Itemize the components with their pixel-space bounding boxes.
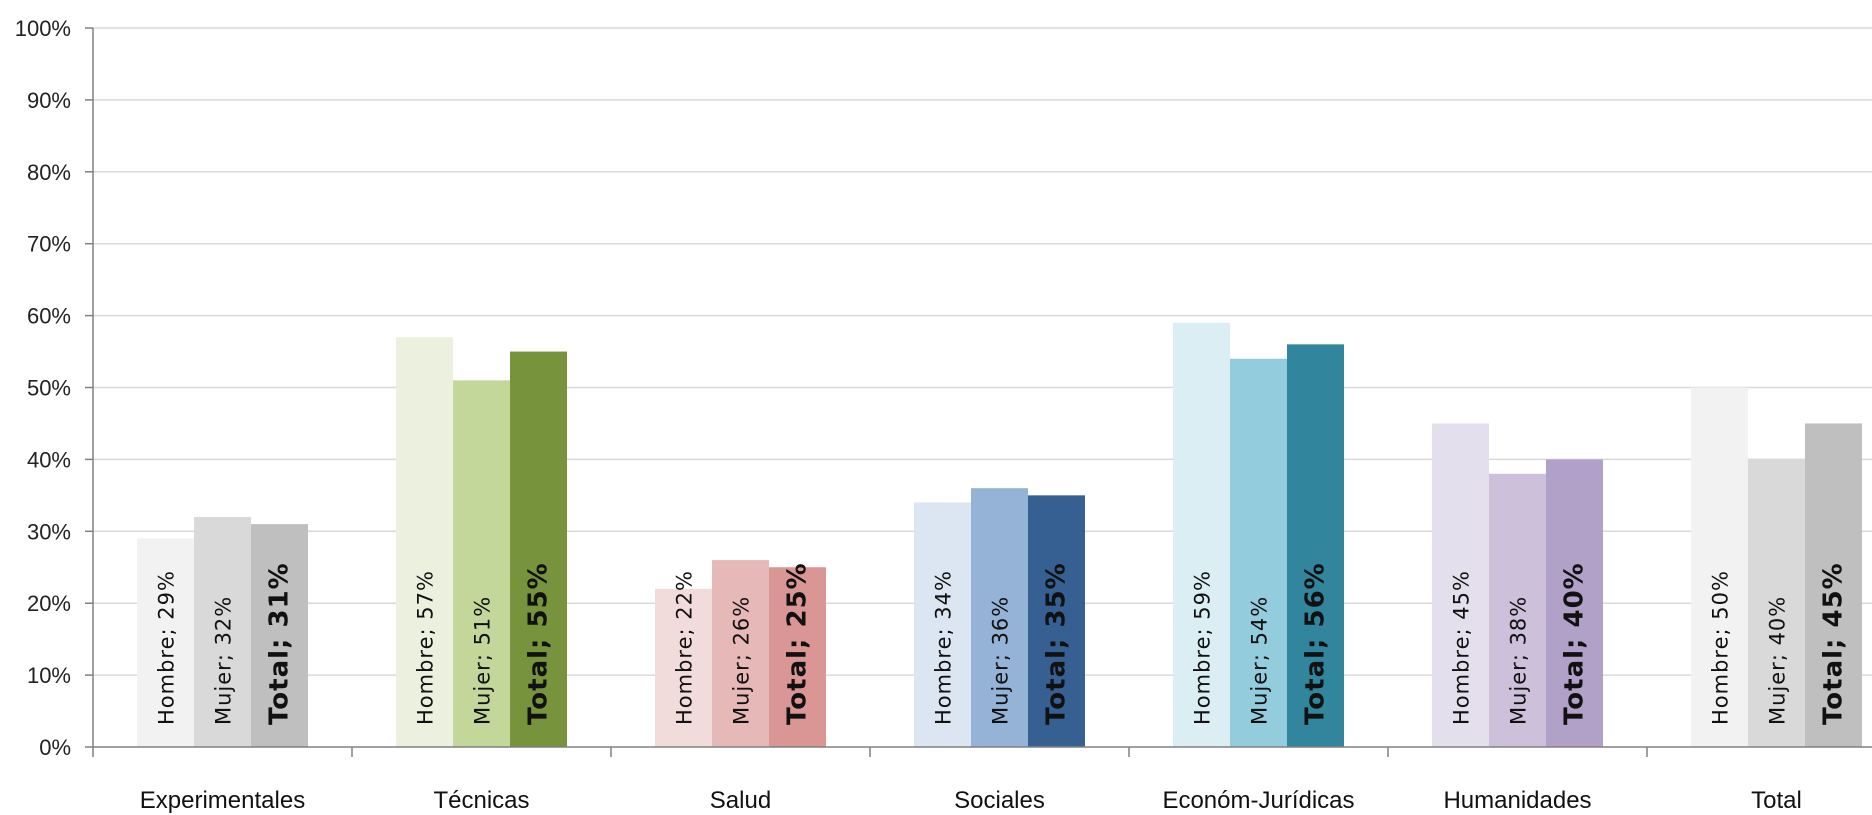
data-label: Total; 45% (1819, 562, 1849, 725)
bar (1691, 387, 1748, 747)
bar (137, 538, 194, 747)
x-tick-label: Humanidades (1443, 787, 1591, 814)
data-label: Mujer; 36% (989, 596, 1013, 725)
axes (92, 28, 1872, 757)
bar (769, 567, 826, 747)
data-label: Mujer; 40% (1766, 596, 1790, 725)
bar (1546, 459, 1603, 747)
data-label: Hombre; 34% (932, 570, 956, 725)
data-label: Hombre; 45% (1450, 570, 1474, 725)
y-tick-label: 40% (27, 447, 71, 472)
y-tick-label: 10% (27, 663, 71, 688)
bar (655, 588, 712, 747)
data-label: Total; 35% (1042, 562, 1072, 725)
y-tick-label: 70% (27, 232, 71, 257)
bar (712, 560, 769, 747)
bar (1489, 473, 1546, 747)
bar (194, 516, 251, 747)
y-tick-label: 80% (27, 160, 71, 185)
x-tick-label: Económ-Jurídicas (1162, 787, 1354, 814)
data-label: Total; 55% (524, 562, 554, 725)
data-label: Mujer; 54% (1248, 596, 1272, 725)
bar (396, 337, 453, 747)
data-label: Total; 56% (1301, 562, 1331, 725)
bar (1748, 459, 1805, 747)
data-label: Total; 40% (1560, 562, 1590, 725)
category-labels: Experimentales Técnicas Salud Sociales Econó… (140, 787, 1802, 814)
data-label: Hombre; 59% (1191, 570, 1215, 725)
data-label: Mujer; 26% (730, 596, 754, 725)
y-tick-label: 20% (27, 591, 71, 616)
y-tick-label: 50% (27, 376, 71, 401)
bar-labels: Hombre; 29% Mujer; 32% Total; 31% Hombre; 5… (155, 562, 1849, 725)
bar (1432, 423, 1489, 747)
x-tick-label: Experimentales (140, 787, 305, 814)
x-tick-label: Total (1751, 787, 1802, 814)
gridlines (93, 27, 1872, 676)
y-axis-ticks: 0% 10% 20% 30% 40% 50% 60% 70% 80% 90% 100% (15, 16, 93, 760)
data-label: Hombre; 22% (673, 570, 697, 725)
x-tick-label: Sociales (954, 787, 1045, 814)
x-tick-label: Salud (710, 787, 771, 814)
data-label: Hombre; 57% (414, 570, 438, 725)
data-label: Mujer; 51% (471, 596, 495, 725)
bar (971, 488, 1028, 747)
data-label: Hombre; 50% (1709, 570, 1733, 725)
data-label: Mujer; 32% (212, 596, 236, 725)
data-label: Total; 25% (783, 562, 813, 725)
y-tick-label: 30% (27, 519, 71, 544)
bars (137, 322, 1862, 747)
data-label: Mujer; 38% (1507, 596, 1531, 725)
bar (1287, 344, 1344, 747)
y-tick-label: 90% (27, 88, 71, 113)
data-label: Hombre; 29% (155, 570, 179, 725)
bar (1805, 423, 1862, 747)
bar (251, 524, 308, 747)
data-label: Total; 31% (265, 562, 295, 725)
bar (1028, 495, 1085, 747)
x-tick-label: Técnicas (433, 787, 529, 814)
bar (510, 351, 567, 747)
bar (1230, 358, 1287, 747)
y-tick-label: 0% (39, 735, 71, 760)
bar (1173, 322, 1230, 747)
bar (453, 380, 510, 747)
y-tick-label: 60% (27, 304, 71, 329)
y-tick-label: 100% (15, 16, 71, 41)
bar (914, 502, 971, 747)
